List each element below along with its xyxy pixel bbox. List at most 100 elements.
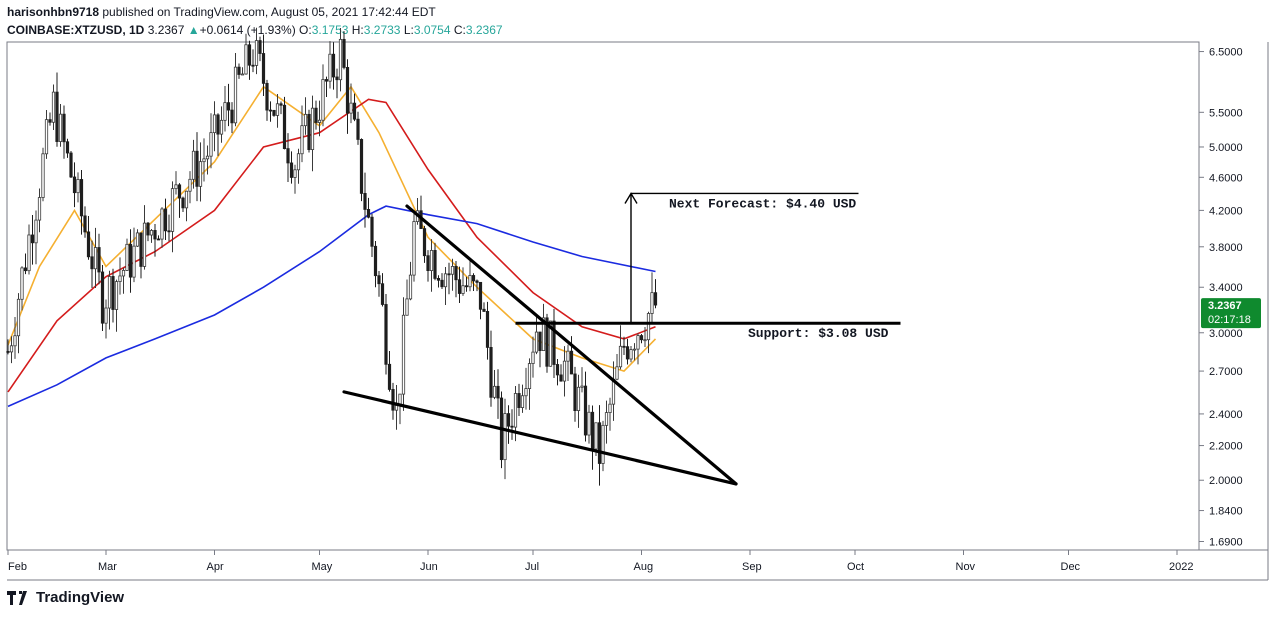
candle-up (338, 38, 343, 81)
candle-down (23, 267, 28, 272)
candle-down (475, 280, 479, 283)
candle-up (317, 119, 322, 123)
candle-up (405, 298, 409, 316)
tradingview-brand[interactable]: TradingView (7, 589, 124, 606)
candle-up (541, 317, 546, 352)
symbol-info: COINBASE:XTZUSD, 1D 3.2367 ▲+0.0614 (+1.… (7, 23, 503, 37)
candle-up (9, 345, 14, 353)
candle-down (363, 192, 367, 210)
y-tick-label: 3.8000 (1209, 242, 1243, 254)
candle-down (639, 335, 644, 341)
candle-up (223, 102, 227, 121)
y-tick-label: 4.6000 (1209, 172, 1243, 184)
x-tick-label: Apr (207, 561, 224, 573)
high-label: H: (351, 23, 364, 37)
candle-down (559, 374, 563, 382)
last-price-tag-value: 3.2367 (1208, 300, 1242, 312)
candle-up (209, 132, 213, 157)
candle-down (139, 232, 143, 267)
publisher-name[interactable]: harisonhbn9718 (7, 5, 100, 19)
candle-up (121, 270, 126, 277)
candle-down (485, 311, 490, 348)
candle-down (552, 320, 556, 365)
candle-up (492, 385, 497, 398)
candle-down (83, 215, 87, 233)
x-tick-label: Jun (420, 561, 438, 573)
price-axis[interactable]: 6.5000 5.5000 5.0000 4.6000 4.2000 3.8000 3.40… (1199, 47, 1243, 549)
candle-up (51, 91, 56, 123)
y-tick-label: 2.0000 (1209, 475, 1243, 487)
candle-up (125, 243, 129, 271)
moving-average-line-2 (7, 98, 656, 393)
candle-down (128, 243, 133, 278)
lower-wedge-line (342, 390, 738, 486)
close-value: 3.2367 (465, 23, 503, 37)
close-label: C: (453, 23, 466, 37)
candle-up (646, 313, 651, 341)
x-tick-label: Mar (98, 561, 117, 573)
low-value: 3.0754 (413, 23, 451, 37)
candle-down (282, 104, 287, 150)
candle-down (436, 278, 441, 281)
candle-up (594, 422, 598, 450)
candle-down (555, 364, 560, 376)
candle-up (615, 366, 619, 380)
candle-down (251, 64, 255, 67)
candle-up (240, 73, 245, 76)
candle-up (587, 411, 591, 436)
candle-up (650, 292, 654, 314)
symbol-name[interactable]: COINBASE:XTZUSD, 1D (7, 23, 145, 37)
candle-down (590, 411, 595, 450)
candle-up (310, 107, 315, 151)
candle-up (13, 335, 17, 347)
publish-text: published on TradingView.com, August 05,… (102, 5, 436, 19)
candle-down (181, 197, 185, 209)
candle-down (6, 351, 10, 353)
candle-down (433, 250, 437, 279)
candle-down (167, 230, 171, 233)
candle-up (244, 44, 248, 75)
change-up-icon: ▲ (187, 23, 200, 37)
candle-down (335, 76, 339, 81)
candle-down (583, 385, 588, 436)
candle-down (153, 230, 157, 240)
candle-down (625, 346, 630, 360)
candle-down (391, 389, 395, 411)
open-value: 3.1753 (311, 23, 349, 37)
candle-up (202, 158, 206, 163)
candle-down (387, 363, 392, 390)
candle-up (408, 274, 413, 300)
candle-down (279, 103, 283, 106)
candle-down (97, 247, 101, 273)
last-price: 3.2367 (147, 23, 185, 37)
candle-down (163, 208, 168, 232)
candle-up (118, 275, 122, 283)
candle-up (174, 184, 178, 190)
candle-up (293, 169, 297, 178)
candle-up (604, 412, 609, 426)
candle-up (632, 348, 637, 351)
y-tick-label: 1.8400 (1209, 506, 1243, 518)
candle-up (170, 188, 175, 232)
last-price-tag (1201, 298, 1261, 329)
candle-down (314, 107, 318, 123)
candle-down (307, 113, 311, 151)
candle-down (510, 425, 514, 428)
support-annotation: Support: $3.08 USD (748, 326, 889, 341)
candle-up (44, 119, 49, 155)
y-tick-label: 2.2000 (1209, 441, 1243, 453)
candle-up (205, 155, 210, 160)
plot-frame (6, 41, 1200, 551)
candle-up (629, 349, 633, 360)
candle-down (538, 331, 542, 352)
candle-up (562, 360, 567, 382)
candle-down (100, 271, 105, 324)
time-axis[interactable]: Feb Mar Apr May Jun Jul Aug Sep Oct Nov Dec 2022 (7, 550, 1193, 573)
candle-up (601, 424, 605, 464)
x-tick-label: Aug (634, 561, 654, 573)
candle-down (226, 102, 231, 111)
candle-up (149, 230, 154, 236)
candle-up (412, 221, 416, 276)
candle-down (72, 176, 77, 194)
